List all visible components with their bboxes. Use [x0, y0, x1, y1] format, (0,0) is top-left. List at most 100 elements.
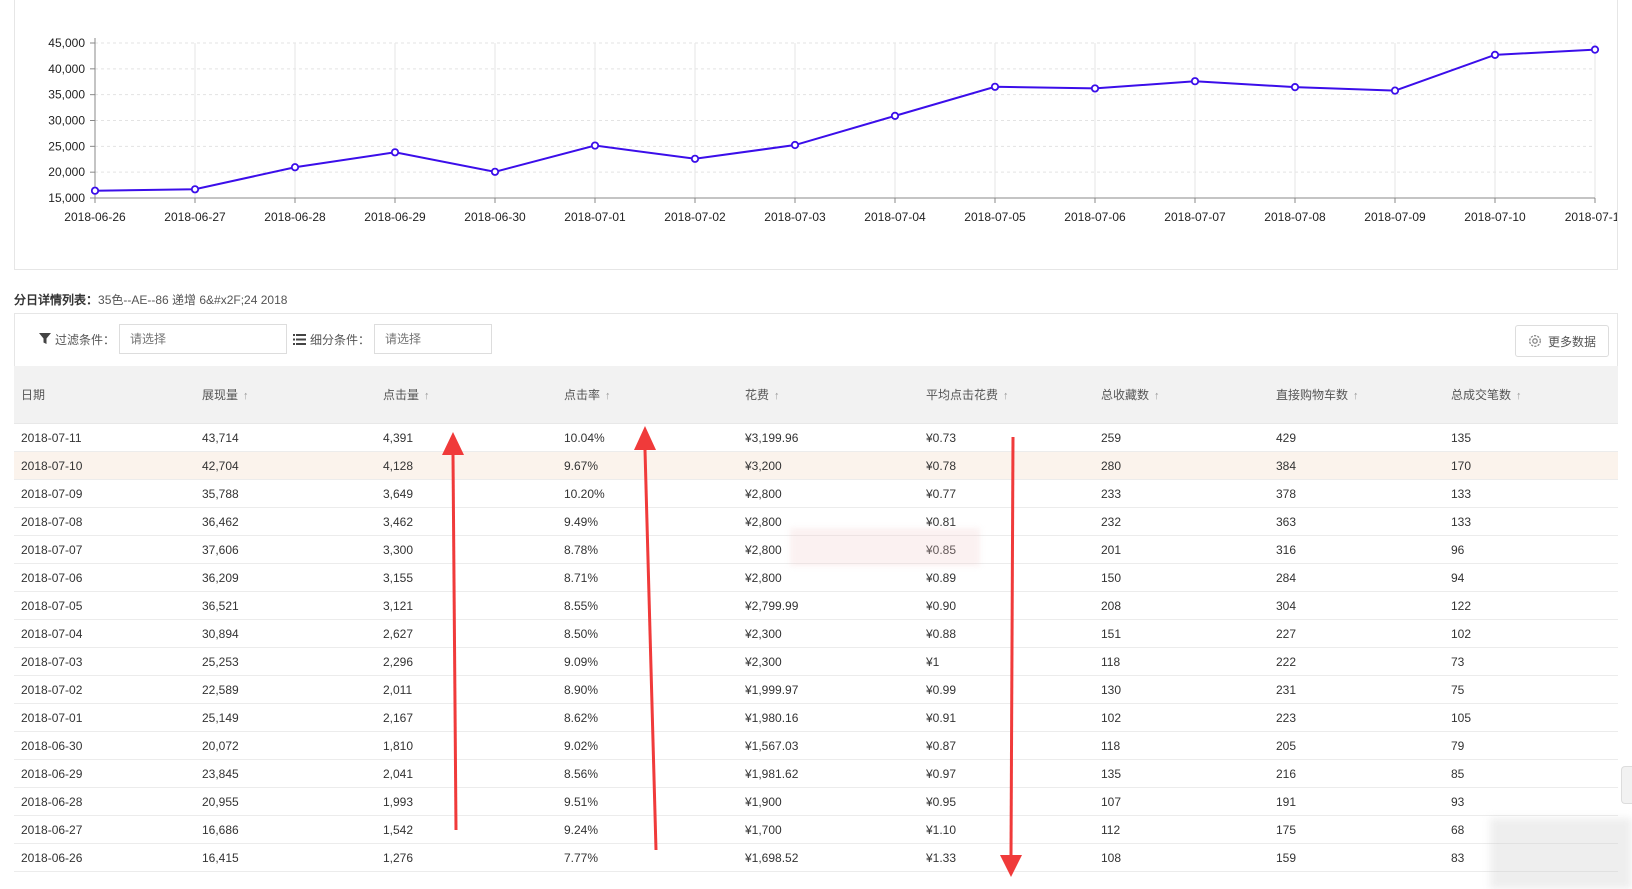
table-cell: 16,686 — [195, 815, 376, 844]
x-tick-label: 2018-07-08 — [1264, 210, 1326, 224]
table-cell: 8.50% — [557, 619, 738, 648]
data-point — [390, 148, 400, 157]
table-cell: 2018-06-26 — [14, 843, 195, 872]
column-header[interactable]: 点击量 ↑ — [376, 366, 557, 424]
data-point — [1490, 50, 1500, 59]
table-cell: 25,149 — [195, 703, 376, 732]
sort-arrow-icon[interactable]: ↑ — [774, 390, 780, 402]
column-header[interactable]: 展现量 ↑ — [195, 366, 376, 424]
column-header[interactable]: 直接购物车数 ↑ — [1269, 366, 1444, 424]
y-tick-label: 20,000 — [48, 165, 85, 179]
y-tick-label: 15,000 — [48, 191, 85, 205]
column-header-label: 点击量 — [383, 388, 420, 402]
table-row: 2018-07-04 30,894 2,627 8.50% ¥2,300 ¥0.88 151… — [14, 619, 1618, 648]
sort-arrow-icon[interactable]: ↑ — [1353, 390, 1359, 402]
table-cell: ¥0.99 — [919, 675, 1094, 704]
y-tick-label: 35,000 — [48, 88, 85, 102]
sort-arrow-icon[interactable]: ↑ — [605, 390, 611, 402]
table-cell: ¥1,698.52 — [738, 843, 919, 872]
table-cell: 3,300 — [376, 535, 557, 564]
table-cell: 2018-06-29 — [14, 759, 195, 788]
side-float-button[interactable] — [1621, 766, 1632, 804]
column-header-label: 直接购物车数 — [1276, 388, 1349, 402]
table-cell: 16,415 — [195, 843, 376, 872]
more-data-button[interactable]: 更多数据 — [1515, 325, 1609, 357]
table-cell: ¥0.89 — [919, 563, 1094, 592]
table-row: 2018-07-02 22,589 2,011 8.90% ¥1,999.97 ¥0.99… — [14, 675, 1618, 704]
table-cell: 151 — [1094, 619, 1269, 648]
sort-arrow-icon[interactable]: ↑ — [1516, 390, 1522, 402]
table-cell: ¥1,700 — [738, 815, 919, 844]
table-row: 2018-07-10 42,704 4,128 9.67% ¥3,200 ¥0.78 280… — [14, 451, 1618, 480]
table-cell: 363 — [1269, 507, 1444, 536]
table-cell: 112 — [1094, 815, 1269, 844]
table-title: 分日详情列表：35色--AE--86 递增 6&#x2F;24 2018 — [14, 291, 287, 308]
data-point — [1190, 77, 1200, 86]
sort-arrow-icon[interactable]: ↑ — [1154, 390, 1160, 402]
table-cell: 8.90% — [557, 675, 738, 704]
table-cell: 304 — [1269, 591, 1444, 620]
table-cell: 75 — [1444, 675, 1618, 704]
table-cell: ¥2,800 — [738, 507, 919, 536]
table-row: 2018-07-05 36,521 3,121 8.55% ¥2,799.99 ¥0.90… — [14, 591, 1618, 620]
table-cell: 191 — [1269, 787, 1444, 816]
segment-group: 细分条件： — [293, 324, 493, 354]
table-cell: 23,845 — [195, 759, 376, 788]
table-cell: ¥1.10 — [919, 815, 1094, 844]
column-header[interactable]: 平均点击花费 ↑ — [919, 366, 1094, 424]
filter-input[interactable] — [119, 324, 288, 354]
data-point — [1090, 84, 1100, 93]
table-cell: 227 — [1269, 619, 1444, 648]
x-tick-label: 2018-07-02 — [664, 210, 726, 224]
list-icon — [293, 333, 306, 345]
column-header[interactable]: 花费 ↑ — [738, 366, 919, 424]
table-cell: 85 — [1444, 759, 1618, 788]
table-cell: 2018-07-11 — [14, 423, 195, 452]
table-cell: 118 — [1094, 731, 1269, 760]
table-cell: ¥2,799.99 — [738, 591, 919, 620]
data-point — [890, 111, 900, 120]
table-cell: 208 — [1094, 591, 1269, 620]
table-cell: ¥1,999.97 — [738, 675, 919, 704]
table-cell: 175 — [1269, 815, 1444, 844]
table-cell: ¥0.85 — [919, 535, 1094, 564]
table-cell: 284 — [1269, 563, 1444, 592]
line-chart: 15,000 20,000 25,000 30,000 35,000 40,000 45,0… — [48, 36, 1617, 224]
sort-arrow-icon[interactable]: ↑ — [1003, 390, 1009, 402]
table-row: 2018-07-08 36,462 3,462 9.49% ¥2,800 ¥0.81 232… — [14, 507, 1618, 536]
funnel-icon — [39, 333, 51, 344]
table-cell: 2018-07-08 — [14, 507, 195, 536]
table-cell: 4,391 — [376, 423, 557, 452]
watermark-blur — [790, 528, 980, 566]
table-cell: ¥1 — [919, 647, 1094, 676]
table-cell: 79 — [1444, 731, 1618, 760]
x-tick-label: 2018-06-29 — [364, 210, 426, 224]
segment-input[interactable] — [374, 324, 493, 354]
sort-arrow-icon[interactable]: ↑ — [243, 390, 249, 402]
table-cell: 216 — [1269, 759, 1444, 788]
table-cell: 378 — [1269, 479, 1444, 508]
column-header-label: 总成交笔数 — [1451, 388, 1512, 402]
table-cell: 9.51% — [557, 787, 738, 816]
data-point — [790, 140, 800, 150]
column-header[interactable]: 点击率 ↑ — [557, 366, 738, 424]
table-cell: 231 — [1269, 675, 1444, 704]
table-cell: 2,627 — [376, 619, 557, 648]
table-cell: ¥1,981.62 — [738, 759, 919, 788]
column-header-label: 总收藏数 — [1101, 388, 1150, 402]
table-row: 2018-07-11 43,714 4,391 10.04% ¥3,199.96 ¥0.7… — [14, 423, 1618, 452]
table-cell: 3,649 — [376, 479, 557, 508]
column-header[interactable]: 总成交笔数 ↑ — [1444, 366, 1618, 424]
table-row: 2018-06-26 16,415 1,276 7.77% ¥1,698.52 ¥1.33… — [14, 843, 1618, 872]
x-tick-label: 2018-06-28 — [264, 210, 326, 224]
table-cell: ¥0.90 — [919, 591, 1094, 620]
data-point — [1590, 45, 1600, 54]
table-cell: 36,521 — [195, 591, 376, 620]
table-cell: 3,121 — [376, 591, 557, 620]
table-cell: 222 — [1269, 647, 1444, 676]
table-row: 2018-06-30 20,072 1,810 9.02% ¥1,567.03 ¥0.87… — [14, 731, 1618, 760]
column-header[interactable]: 总收藏数 ↑ — [1094, 366, 1269, 424]
table-cell: 2018-06-30 — [14, 731, 195, 760]
sort-arrow-icon[interactable]: ↑ — [424, 390, 430, 402]
table-cell: 9.24% — [557, 815, 738, 844]
